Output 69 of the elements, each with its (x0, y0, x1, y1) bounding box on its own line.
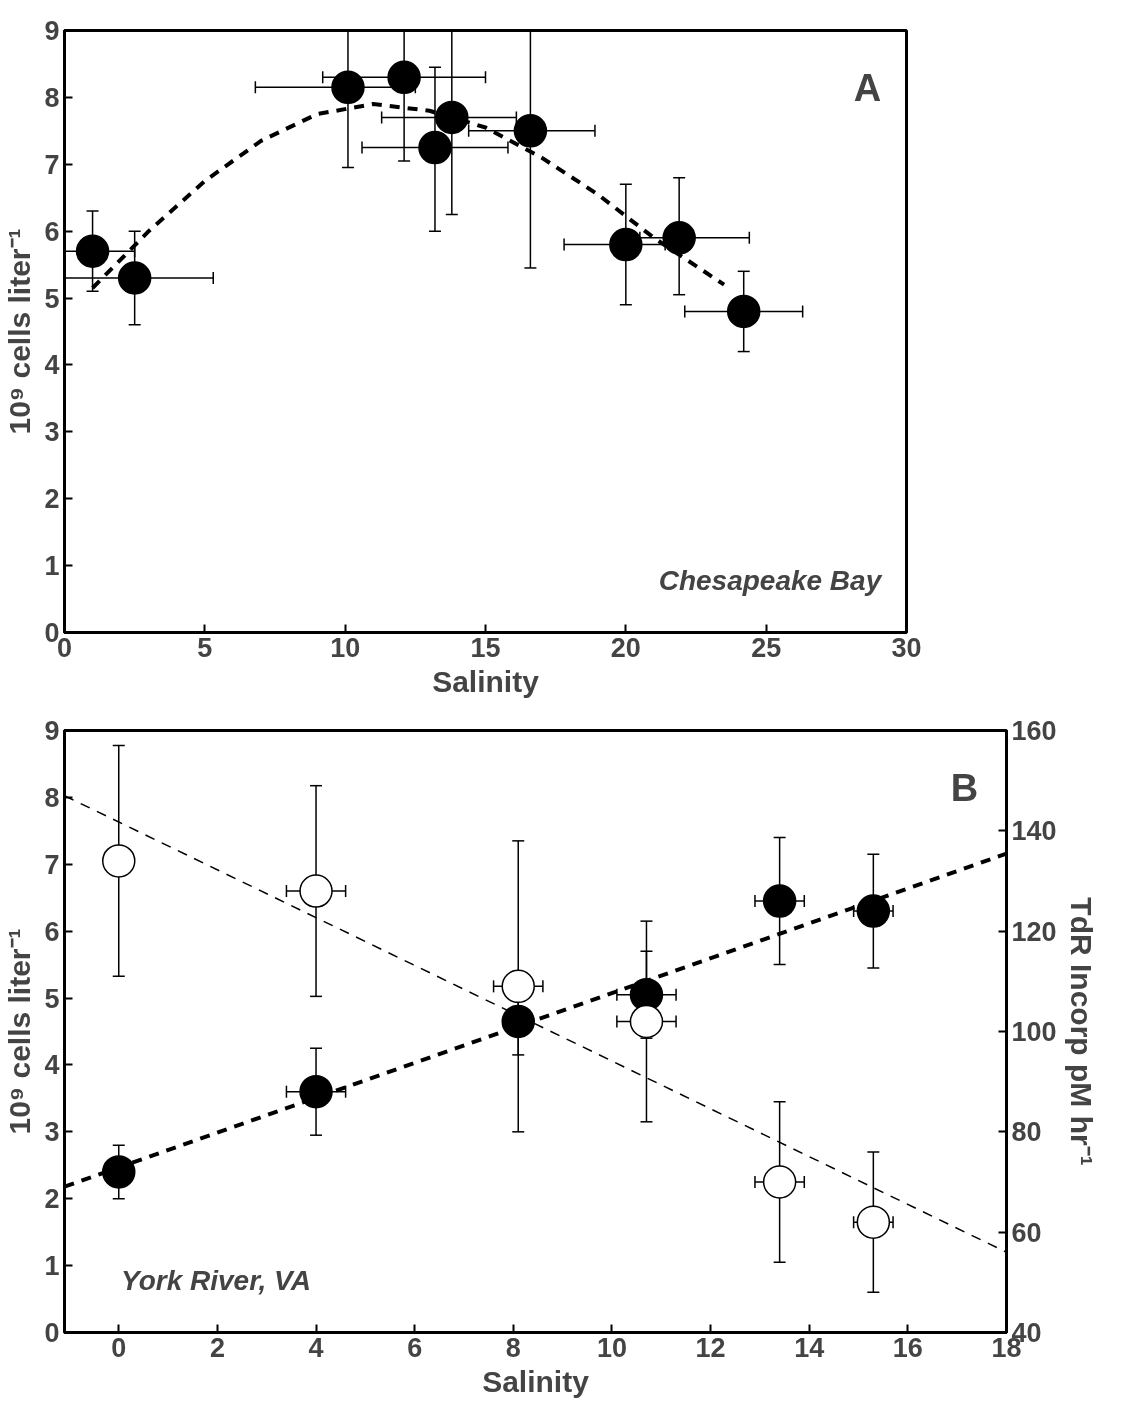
y-tick-label: 7 (44, 849, 60, 880)
point (662, 221, 696, 255)
point (299, 1074, 333, 1109)
y-tick-label: 6 (44, 916, 60, 947)
y-tick-label: 1 (44, 551, 60, 582)
x-axis-title: Salinity (482, 1364, 590, 1398)
point (102, 844, 136, 878)
y-axis-title: 10⁹ cells liter⁻¹ (3, 228, 37, 435)
y2-tick-label: 160 (1011, 716, 1057, 746)
y-tick-label: 1 (44, 1251, 60, 1282)
y-tick-label: 8 (44, 782, 60, 813)
point (299, 874, 333, 908)
point (856, 894, 891, 928)
x-tick-label: 5 (197, 632, 213, 663)
y-tick-label: 4 (44, 1050, 60, 1081)
point (435, 100, 469, 135)
y-axis-title: 10⁹ cells liter⁻¹ (3, 928, 37, 1135)
point (418, 130, 452, 165)
y2-tick-label: 100 (1011, 1017, 1057, 1047)
x-tick-label: 12 (695, 1332, 726, 1363)
point (75, 234, 110, 268)
point (387, 60, 421, 95)
x-tick-label: 10 (596, 1332, 627, 1363)
x-tick-label: 8 (505, 1332, 521, 1363)
x-axis-title: Salinity (432, 664, 540, 698)
y2-tick-label: 140 (1011, 816, 1057, 847)
point (501, 969, 535, 1004)
y-tick-label: 3 (44, 417, 60, 448)
x-tick-label: 20 (610, 632, 641, 663)
annotation: Chesapeake Bay (658, 565, 883, 597)
y-tick-label: 2 (44, 484, 60, 515)
annotation: A (853, 66, 882, 109)
x-tick-label: 0 (111, 1332, 127, 1363)
y-tick-label: 5 (44, 283, 60, 314)
x-tick-label: 15 (470, 632, 501, 663)
y2-axis-title: TdR Incorp pM hr⁻¹ (1064, 897, 1098, 1166)
point (629, 1004, 664, 1039)
y-tick-label: 6 (44, 216, 60, 247)
y-tick-label: 9 (44, 716, 60, 746)
annotation: York River, VA (121, 1265, 311, 1297)
x-tick-label: 4 (308, 1332, 324, 1363)
y-tick-label: 5 (44, 983, 60, 1014)
y2-tick-label: 80 (1011, 1117, 1042, 1148)
point (102, 1155, 136, 1189)
x-tick-label: 6 (407, 1332, 423, 1363)
y-tick-label: 2 (44, 1184, 60, 1215)
point (856, 1205, 891, 1239)
y-tick-label: 7 (44, 149, 60, 180)
point (117, 261, 152, 295)
y-tick-label: 8 (44, 82, 60, 113)
x-tick-label: 16 (892, 1332, 923, 1363)
point (762, 1165, 797, 1199)
point (513, 114, 548, 148)
x-tick-label: 14 (794, 1332, 825, 1363)
x-tick-label: 2 (209, 1332, 225, 1363)
x-tick-label: 30 (891, 632, 922, 663)
y2-tick-label: 120 (1011, 916, 1057, 947)
y-tick-label: 4 (44, 350, 60, 381)
annotation: B (950, 766, 979, 809)
point (331, 70, 365, 105)
y-tick-label: 3 (44, 1117, 60, 1148)
y-tick-label: 9 (44, 16, 60, 46)
point (609, 227, 643, 262)
point (726, 294, 761, 329)
x-tick-label: 10 (330, 632, 361, 663)
x-tick-label: 25 (751, 632, 782, 663)
y2-tick-label: 60 (1011, 1217, 1042, 1248)
point (501, 1004, 535, 1039)
point (762, 884, 797, 918)
